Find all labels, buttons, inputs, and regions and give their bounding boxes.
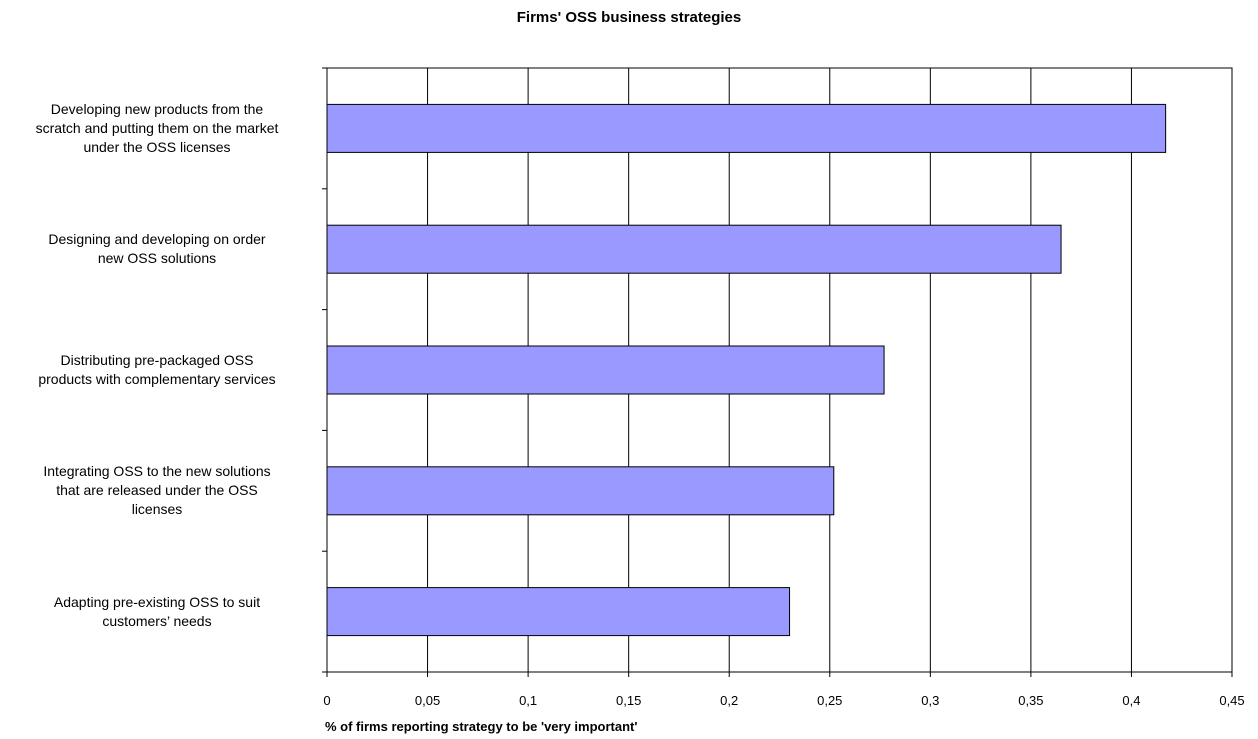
category-label-line: Distributing pre-packaged OSS (60, 352, 254, 368)
x-axis-title: % of firms reporting strategy to be 'ver… (325, 719, 638, 734)
x-tick-label: 0,4 (1122, 693, 1141, 708)
category-label-line: under the OSS licenses (83, 138, 231, 155)
x-tick-label: 0,3 (921, 693, 940, 708)
x-tick-label: 0,05 (414, 693, 441, 708)
category-label-line: scratch and putting them on the market (35, 119, 279, 136)
bar (326, 103, 1167, 153)
category-label: Distributing pre-packaged OSS products wi… (7, 351, 307, 389)
bar (326, 345, 885, 395)
x-tick-label: 0 (323, 693, 331, 708)
bar (326, 587, 791, 637)
category-label: Developing new products from the scratch … (7, 100, 307, 157)
category-label: Adapting pre-existing OSS to suit custome… (7, 593, 307, 631)
category-label: Integrating OSS to the new solutions that… (7, 462, 307, 519)
category-label-line: customers’ needs (102, 612, 212, 629)
bar (326, 224, 1062, 274)
category-label-line: Designing and developing on order (48, 231, 266, 248)
category-label-line: products with complementary services (38, 371, 276, 387)
category-label-line: Integrating OSS to the new solutions (43, 463, 271, 480)
x-tick-label: 0,2 (720, 693, 739, 708)
x-tick-label: 0,1 (519, 693, 538, 708)
category-label-line: Adapting pre-existing OSS to suit (53, 593, 261, 610)
bar (326, 466, 835, 516)
category-label-line: new OSS solutions (97, 250, 217, 267)
chart-title: Firms' OSS business strategies (516, 9, 742, 26)
category-label: Designing and developing on order new OSS… (7, 230, 307, 268)
x-tick-label: 0,25 (817, 693, 843, 708)
category-label-line: Developing new products from the (50, 100, 264, 117)
category-label-line: that are released under the OSS (56, 482, 258, 499)
category-label-line: licenses (131, 501, 183, 518)
x-tick-label: 0,15 (616, 693, 642, 708)
x-tick-label: 0,35 (1018, 693, 1044, 708)
x-tick-label: 0,45 (1219, 693, 1245, 708)
